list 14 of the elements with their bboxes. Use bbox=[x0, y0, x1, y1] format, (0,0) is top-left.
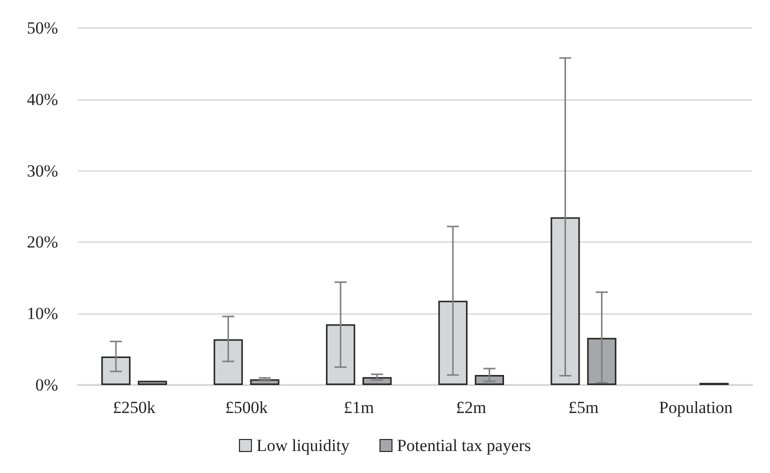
x-tick-label: £250k bbox=[112, 398, 156, 417]
x-tick-label: £2m bbox=[456, 398, 486, 417]
x-tick-label: Population bbox=[658, 398, 734, 417]
y-tick-label: 40% bbox=[26, 90, 58, 109]
y-tick-label: 50% bbox=[26, 18, 58, 38]
y-tick-label: 0% bbox=[35, 376, 58, 394]
x-tick-label: £1m bbox=[344, 398, 374, 417]
y-tick-label: 30% bbox=[26, 161, 58, 180]
x-tick-label: £500k bbox=[225, 398, 268, 417]
y-tick-label: 10% bbox=[26, 304, 58, 324]
legend-label: Potential tax payers bbox=[396, 436, 532, 455]
legend-label: Low liquidity bbox=[256, 436, 350, 455]
y-tick-label: 20% bbox=[26, 232, 58, 252]
x-tick-label: £5m bbox=[568, 398, 599, 417]
